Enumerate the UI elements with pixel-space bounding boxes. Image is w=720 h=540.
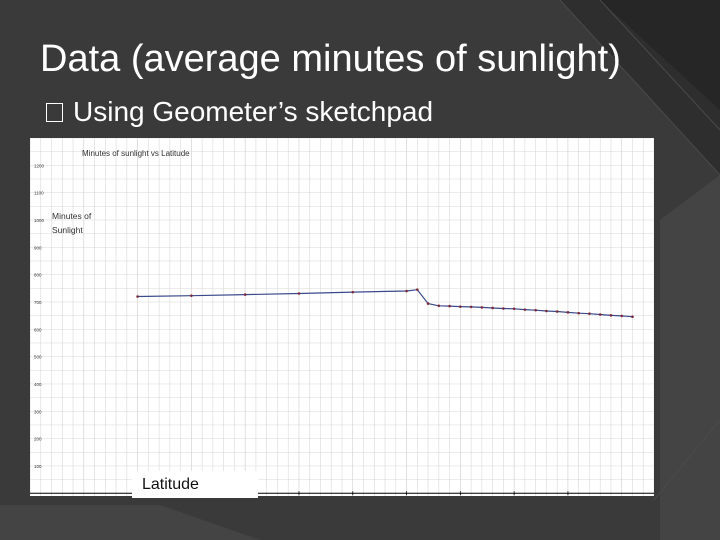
- y-tick-label: 300: [34, 409, 42, 414]
- data-point: [136, 295, 139, 298]
- grid-lines: [30, 138, 654, 496]
- y-tick-label: 100: [34, 464, 42, 469]
- data-point: [480, 306, 484, 309]
- y-axis-label-line2: Sunlight: [52, 225, 83, 235]
- data-point: [534, 308, 537, 312]
- series: [136, 288, 634, 319]
- data-point: [545, 309, 548, 313]
- data-point: [416, 288, 419, 291]
- y-tick-label: 700: [34, 300, 42, 305]
- bullet-text: Using Geometer’s sketchpad: [73, 96, 434, 127]
- data-point: [426, 302, 430, 305]
- bullet-square-icon: [46, 103, 63, 122]
- y-tick-label: 900: [34, 245, 42, 250]
- data-point: [469, 305, 473, 309]
- y-axis-label-part2: Sunlight: [52, 225, 83, 235]
- y-tick-label: 800: [34, 273, 42, 278]
- y-tick-label: 1000: [34, 218, 45, 223]
- data-point: [512, 307, 516, 311]
- y-axis-label-line1: Minutes of: [52, 211, 92, 221]
- y-tick-label: 600: [34, 327, 42, 332]
- bullet-item: Using Geometer’s sketchpad: [46, 96, 433, 128]
- data-point: [243, 293, 247, 296]
- data-point: [437, 304, 441, 308]
- data-point: [620, 314, 624, 318]
- chart-svg: 510152025303540 100200300400500600700800…: [30, 138, 654, 496]
- data-point: [598, 313, 602, 316]
- data-point: [502, 307, 505, 310]
- data-point: [577, 311, 580, 315]
- data-point: [448, 304, 451, 308]
- y-tick-label: 500: [34, 355, 42, 360]
- y-tick-labels: 100 200 300 400 500 600 700 800 900 1000 1100 1200: [34, 163, 45, 469]
- data-point: [555, 310, 559, 313]
- data-point: [631, 315, 634, 319]
- data-point: [297, 292, 301, 295]
- y-tick-label: 1100: [34, 191, 44, 196]
- y-tick-label: 200: [34, 437, 42, 442]
- data-point: [405, 289, 408, 293]
- data-point: [459, 305, 462, 308]
- data-point: [351, 290, 355, 294]
- data-point: [609, 314, 613, 317]
- y-tick-label: 400: [34, 382, 42, 387]
- slide-title: Data (average minutes of sunlight): [40, 38, 621, 80]
- data-point: [491, 306, 494, 310]
- data-point: [190, 294, 193, 297]
- data-point: [566, 311, 570, 314]
- chart: 510152025303540 100200300400500600700800…: [30, 138, 654, 496]
- data-point: [523, 308, 527, 311]
- chart-title: Minutes of sunlight vs Latitude: [82, 149, 190, 158]
- x-axis-label: Latitude: [132, 471, 258, 498]
- y-axis-label-part1: Minutes of: [52, 211, 92, 221]
- data-point: [588, 312, 591, 316]
- y-tick-label: 1200: [34, 163, 45, 168]
